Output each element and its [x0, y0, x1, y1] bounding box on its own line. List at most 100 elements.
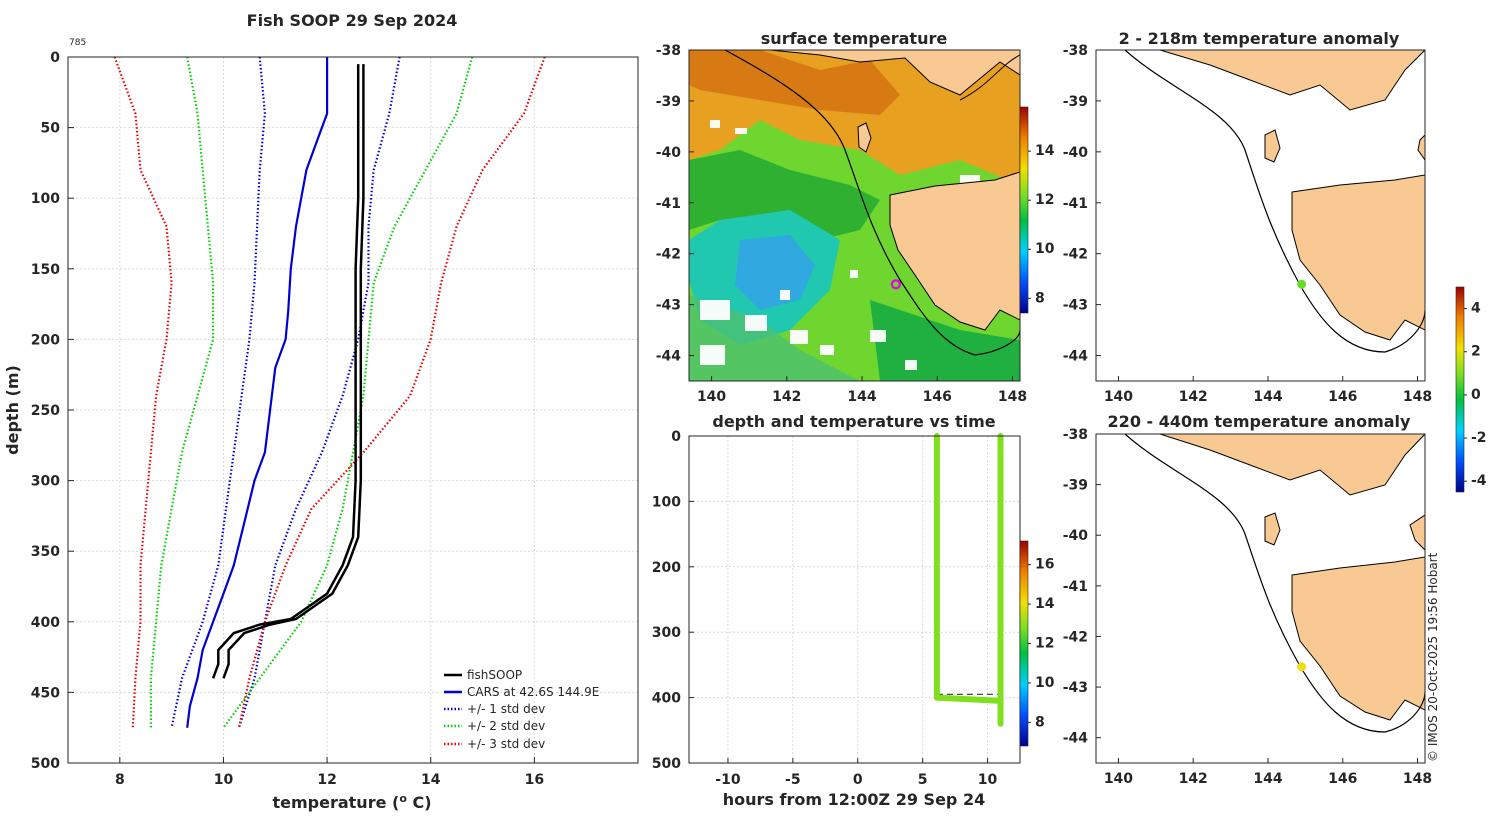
anomaly-deep-point [1297, 662, 1307, 672]
profile-line-3 [113, 56, 173, 728]
depth-time-ytick-label: 200 [652, 560, 681, 576]
depth-time-cb-tick-label: 10 [1035, 675, 1055, 691]
profile-xtick-label: 12 [317, 772, 336, 788]
profile-corner-label: 785 [69, 38, 86, 48]
anomaly-shallow-ytick-label: -39 [1063, 94, 1088, 110]
profile-ytick-label: 500 [31, 756, 60, 772]
profile-xlabel: temperature (o C) [272, 792, 431, 812]
anomaly-shallow-ytick-label: -40 [1063, 145, 1089, 161]
depth-time-xtick-label: 0 [853, 772, 863, 788]
depth-time-panel: depth and temperature vs time -10 -5 0 5 100… [652, 412, 1055, 809]
profile-ylabel: depth (m) [3, 365, 22, 455]
anomaly-shallow-ytick-label: -43 [1063, 298, 1088, 314]
depth-time-grid [689, 435, 1020, 764]
anomaly-deep-ytick-label: -41 [1063, 579, 1088, 595]
anomaly-shallow-point [1297, 279, 1307, 289]
anomaly-cb-tick-label: 4 [1471, 301, 1481, 317]
legend-entry-cars: CARS at 42.6S 144.9E [444, 685, 599, 699]
anomaly-deep-ytick-label: -42 [1063, 629, 1088, 645]
profile-line-2 [149, 56, 215, 728]
profile-ytick-label: 100 [31, 191, 60, 207]
sst-cb-tick-label: 10 [1035, 241, 1055, 257]
profile-line-fishsoop-upcast [222, 64, 365, 679]
anomaly-shallow-panel: 2 - 218m temperature anomaly 140 142 144 14… [1063, 29, 1432, 405]
profile-line-1 [170, 56, 267, 728]
anomaly-deep-xtick-label: 144 [1253, 771, 1282, 787]
depth-time-colorbar [1019, 540, 1029, 747]
anomaly-shallow-ytick-label: -41 [1063, 196, 1088, 212]
profile-xtick-label: 8 [115, 772, 125, 788]
profile-ytick-label: 450 [31, 685, 60, 701]
svg-text:+/- 3 std dev: +/- 3 std dev [467, 737, 545, 751]
svg-text:fishSOOP: fishSOOP [467, 668, 522, 682]
sst-cb-tick-label: 14 [1035, 143, 1055, 159]
anomaly-shallow-ytick-label: -42 [1063, 247, 1088, 263]
anomaly-deep-map [1096, 434, 1425, 763]
credit-text: © IMOS 20-Oct-2025 19:56 Hobart [1426, 552, 1440, 762]
svg-text:CARS at 42.6S 144.9E: CARS at 42.6S 144.9E [467, 685, 599, 699]
sst-ticks: 140 142 144 146 148 -38 -39 -40 -41 -42 -43 -44 [656, 43, 1027, 405]
profile-panel: Fish SOOP 29 Sep 2024 785 8 10 12 14 16 0 50 10… [3, 11, 639, 812]
profile-line-2-upper [222, 56, 474, 729]
sst-ytick-label: -43 [656, 298, 681, 314]
anomaly-deep-ytick-label: -40 [1063, 528, 1089, 544]
sst-ytick-label: -38 [656, 43, 681, 59]
depth-time-xtick-label: -10 [715, 772, 741, 788]
anomaly-shallow-ytick-label: -44 [1063, 349, 1089, 365]
legend-entry-fishsoop: fishSOOP [444, 668, 522, 682]
anomaly-deep-title: 220 - 440m temperature anomaly [1108, 412, 1411, 431]
anomaly-shallow-xtick-label: 146 [1328, 389, 1357, 405]
anomaly-deep-xtick-label: 140 [1104, 771, 1133, 787]
anomaly-shallow-map [1096, 50, 1425, 381]
anomaly-deep-axes-box [1095, 433, 1426, 764]
sst-title: surface temperature [761, 29, 948, 48]
sst-colorbar [1019, 106, 1029, 314]
anomaly-deep-ytick-label: -44 [1063, 731, 1089, 747]
legend-entry-std1: +/- 1 std dev [444, 702, 545, 716]
anomaly-shallow-title: 2 - 218m temperature anomaly [1119, 29, 1400, 48]
profile-xtick-label: 14 [421, 772, 441, 788]
legend-entry-std3: +/- 3 std dev [444, 737, 545, 751]
sst-colorbar-ticks: 8 10 12 14 [1028, 143, 1055, 306]
anomaly-shallow-xtick-label: 140 [1104, 389, 1133, 405]
sst-ytick-label: -44 [656, 349, 682, 365]
sst-xtick-label: 142 [772, 389, 801, 405]
depth-time-xtick-label: 10 [978, 772, 998, 788]
depth-time-cb-tick-label: 14 [1035, 596, 1055, 612]
anomaly-shallow-ytick-label: -38 [1063, 43, 1088, 59]
depth-time-xtick-label: 5 [918, 772, 928, 788]
sst-panel: surface temperature [656, 29, 1055, 405]
profile-line-3-upper [237, 56, 546, 728]
legend-entry-std2: +/- 2 std dev [444, 719, 545, 733]
profile-ticks: 8 10 12 14 16 0 50 100 150 200 250 300 350 400 450 500 [31, 50, 544, 788]
sst-cb-tick-label: 8 [1035, 290, 1045, 306]
anomaly-deep-ticks: 140 142 144 146 148 -38 -39 -40 -41 -42 -43 -44 [1063, 427, 1432, 787]
profile-ytick-label: 250 [31, 403, 60, 419]
sst-ytick-label: -40 [656, 145, 682, 161]
profile-title: Fish SOOP 29 Sep 2024 [247, 11, 458, 30]
svg-text:+/- 2 std dev: +/- 2 std dev [467, 719, 545, 733]
profile-ytick-label: 200 [31, 332, 60, 348]
anomaly-colorbar [1455, 286, 1465, 493]
depth-time-ytick-label: 0 [671, 429, 681, 445]
depth-time-ytick-label: 500 [652, 756, 681, 772]
anomaly-cb-tick-label: -4 [1471, 473, 1487, 489]
sst-ytick-label: -39 [656, 94, 681, 110]
sst-cb-tick-label: 12 [1035, 192, 1054, 208]
depth-time-ytick-label: 400 [652, 691, 681, 707]
profile-lines [113, 56, 546, 729]
anomaly-deep-xtick-label: 142 [1179, 771, 1208, 787]
profile-legend: fishSOOP CARS at 42.6S 144.9E +/- 1 std … [444, 668, 599, 751]
anomaly-shallow-xtick-label: 142 [1179, 389, 1208, 405]
anomaly-shallow-axes-box [1095, 49, 1426, 382]
profile-line-4 [211, 64, 360, 679]
profile-ytick-label: 0 [50, 50, 60, 66]
sst-xtick-label: 148 [998, 389, 1027, 405]
profile-axes-box [67, 56, 639, 764]
anomaly-cb-tick-label: 0 [1471, 387, 1481, 403]
anomaly-shallow-xtick-label: 144 [1253, 389, 1282, 405]
anomaly-deep-panel: 220 - 440m temperature anomaly 140 142 144… [1063, 286, 1487, 787]
profile-line-0 [186, 57, 329, 728]
